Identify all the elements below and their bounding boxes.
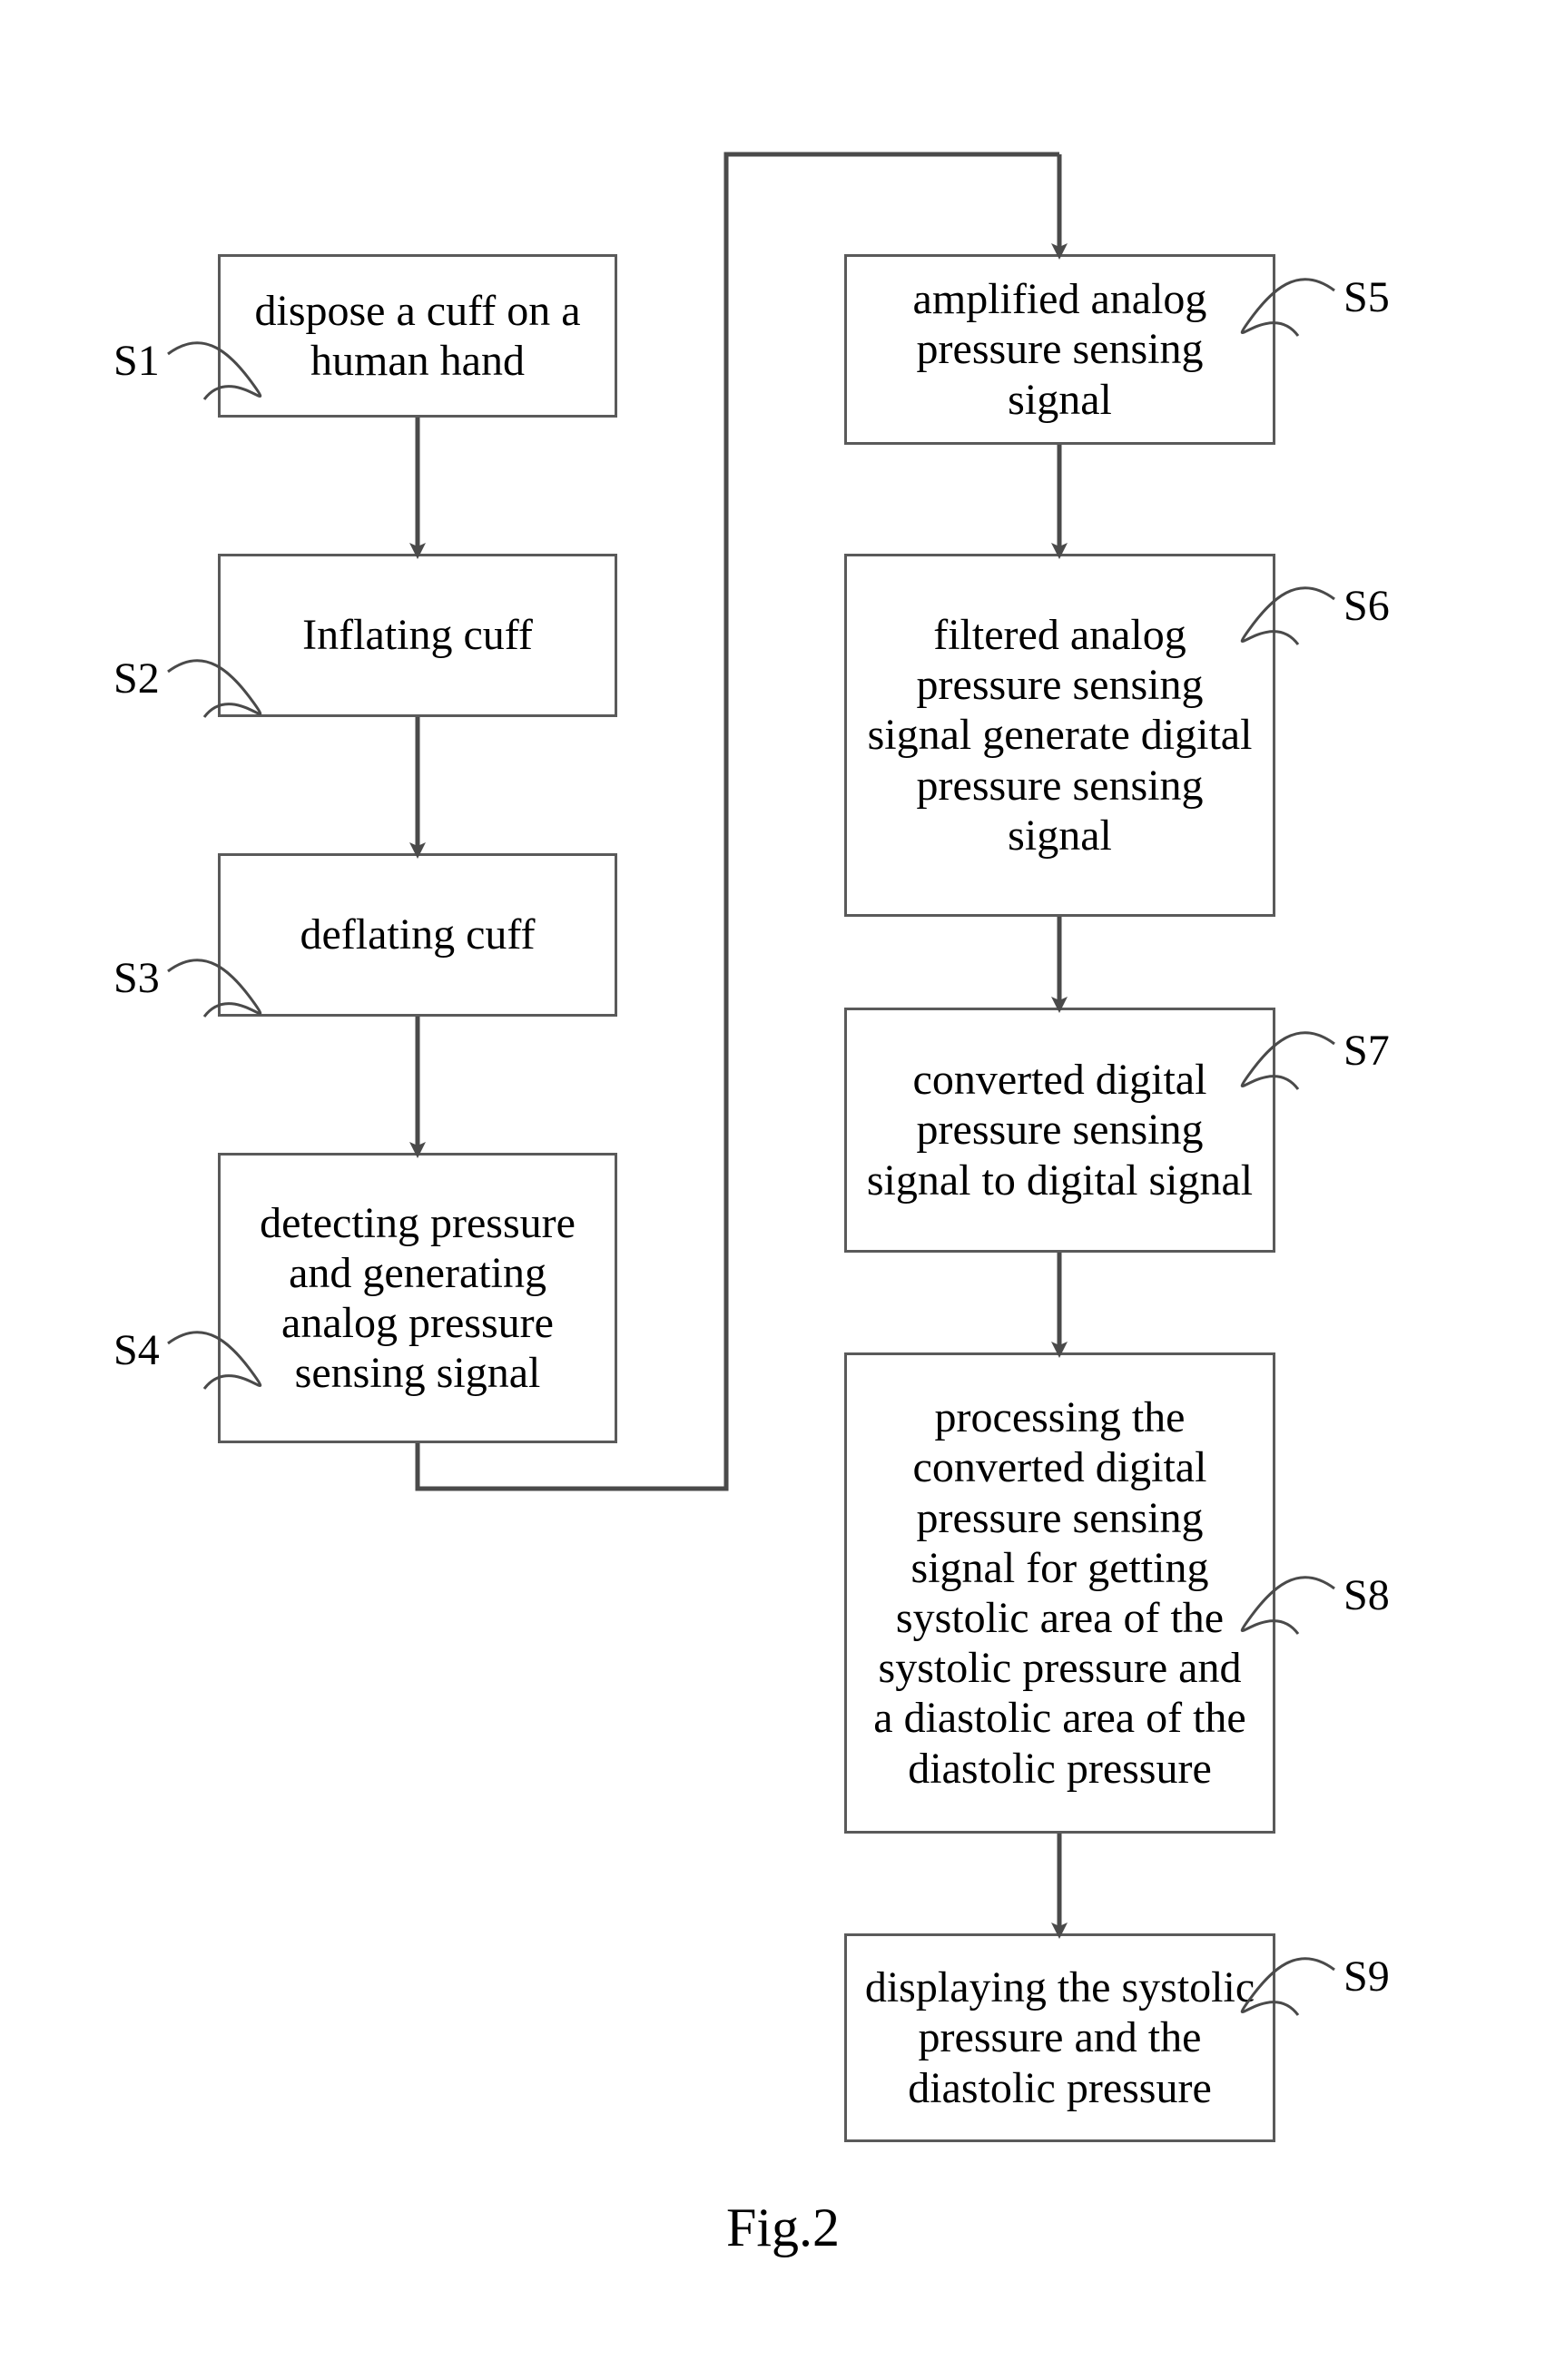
step-s3-box: deflating cuff <box>218 853 617 1017</box>
step-s5-text: amplified analog pressure sensing signal <box>863 274 1256 425</box>
step-s6-box: filtered analog pressure sensing signal … <box>844 554 1275 917</box>
step-s6-text: filtered analog pressure sensing signal … <box>863 610 1256 861</box>
step-s5-label: S5 <box>1343 272 1390 322</box>
flowchart-canvas: dispose a cuff on a human hand Inflating… <box>0 0 1555 2380</box>
step-s3-label: S3 <box>113 953 160 1003</box>
step-s7-box: converted digital pressure sensing signa… <box>844 1008 1275 1253</box>
step-s3-text: deflating cuff <box>300 910 535 959</box>
step-s9-text: displaying the systolic pressure and the… <box>863 1962 1256 2113</box>
step-s8-label: S8 <box>1343 1570 1390 1620</box>
step-s1-text: dispose a cuff on a human hand <box>237 286 598 386</box>
step-s1-label: S1 <box>113 336 160 386</box>
step-s6-label: S6 <box>1343 581 1390 631</box>
step-s7-text: converted digital pressure sensing signa… <box>863 1055 1256 1205</box>
step-s2-text: Inflating cuff <box>302 610 533 660</box>
step-s4-text: detecting pressure and generating analog… <box>237 1198 598 1399</box>
step-s2-label: S2 <box>113 654 160 703</box>
step-s7-label: S7 <box>1343 1026 1390 1076</box>
step-s5-box: amplified analog pressure sensing signal <box>844 254 1275 445</box>
step-s4-label: S4 <box>113 1325 160 1375</box>
step-s8-box: processing the converted digital pressur… <box>844 1352 1275 1834</box>
step-s8-text: processing the converted digital pressur… <box>863 1392 1256 1794</box>
step-s9-box: displaying the systolic pressure and the… <box>844 1933 1275 2142</box>
figure-caption: Fig.2 <box>726 2197 840 2259</box>
step-s2-box: Inflating cuff <box>218 554 617 717</box>
step-s9-label: S9 <box>1343 1952 1390 2001</box>
step-s1-box: dispose a cuff on a human hand <box>218 254 617 418</box>
step-s4-box: detecting pressure and generating analog… <box>218 1153 617 1443</box>
